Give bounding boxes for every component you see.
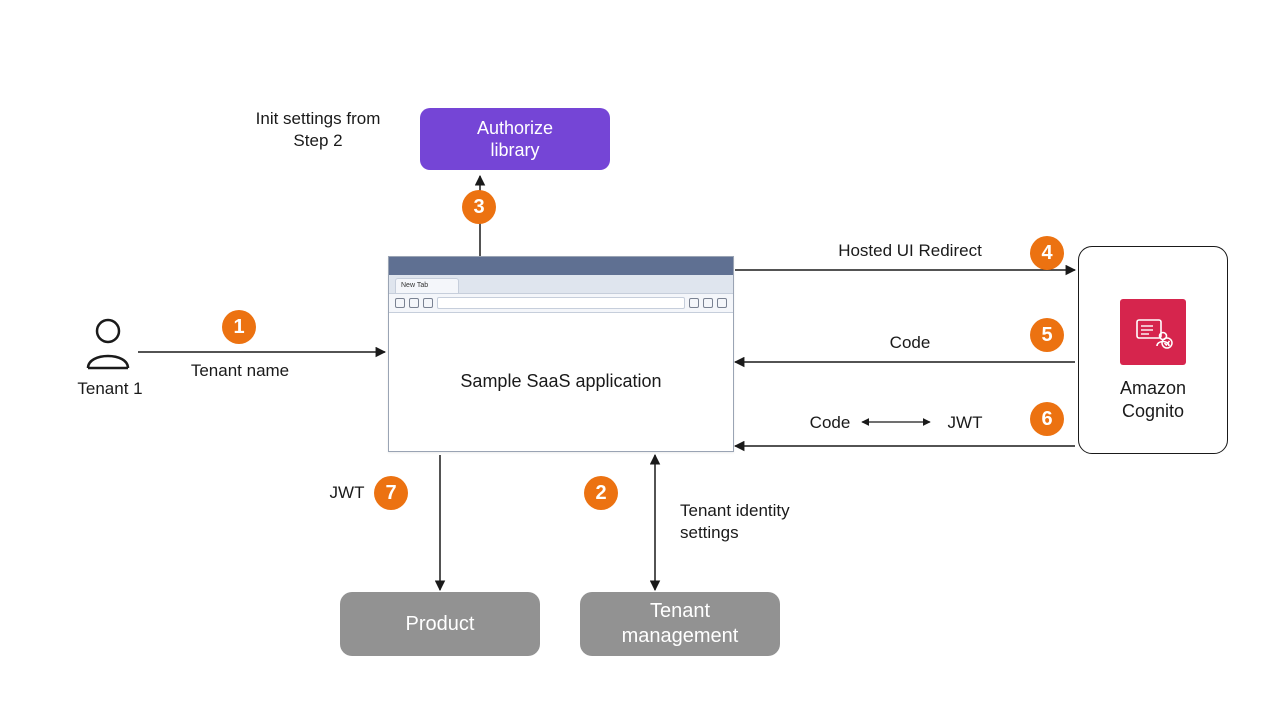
jwt-left-label: JWT <box>322 482 372 504</box>
user-icon <box>82 316 134 377</box>
badge-2: 2 <box>584 476 618 510</box>
badge-7: 7 <box>374 476 408 510</box>
jwt-right-label: JWT <box>940 412 990 434</box>
badge-5: 5 <box>1030 318 1064 352</box>
nav-menu-icon <box>717 298 727 308</box>
cognito-label: Amazon Cognito <box>1120 377 1186 424</box>
product-label: Product <box>406 612 475 637</box>
browser-tab: New Tab <box>395 278 459 293</box>
init-settings-label: Init settings from Step 2 <box>228 108 408 152</box>
badge-3: 3 <box>462 190 496 224</box>
nav-fwd-icon <box>409 298 419 308</box>
browser-window: New Tab Sample SaaS application <box>388 256 734 452</box>
cognito-box: Amazon Cognito <box>1078 246 1228 454</box>
authorize-library-box: Authorize library <box>420 108 610 170</box>
browser-content-text: Sample SaaS application <box>460 371 661 392</box>
nav-ctrl-2-icon <box>703 298 713 308</box>
badge-6: 6 <box>1030 402 1064 436</box>
browser-tabbar: New Tab <box>389 275 733 294</box>
nav-reload-icon <box>423 298 433 308</box>
hosted-ui-label: Hosted UI Redirect <box>810 240 1010 262</box>
browser-titlebar <box>389 257 733 275</box>
badge-4: 4 <box>1030 236 1064 270</box>
tenant-identity-label: Tenant identity settings <box>680 500 830 544</box>
tenant-label: Tenant 1 <box>75 378 145 400</box>
product-box: Product <box>340 592 540 656</box>
tenant-mgmt-label: Tenant management <box>622 599 739 649</box>
tenant-name-label: Tenant name <box>180 360 300 382</box>
browser-content: Sample SaaS application <box>389 311 733 451</box>
code2-label: Code <box>800 412 860 434</box>
nav-ctrl-1-icon <box>689 298 699 308</box>
cognito-icon <box>1120 299 1186 365</box>
url-input <box>437 297 685 309</box>
badge-1: 1 <box>222 310 256 344</box>
code-label: Code <box>870 332 950 354</box>
authorize-library-label: Authorize library <box>477 117 553 162</box>
tenant-mgmt-box: Tenant management <box>580 592 780 656</box>
nav-back-icon <box>395 298 405 308</box>
